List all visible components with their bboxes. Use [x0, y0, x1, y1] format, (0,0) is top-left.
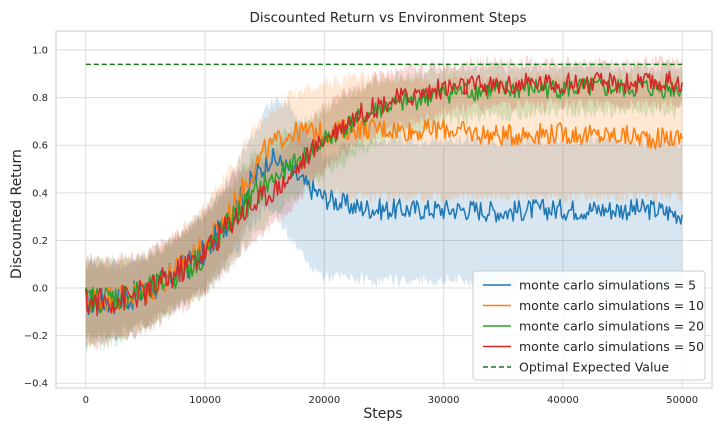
legend-label: monte carlo simulations = 50	[519, 339, 704, 354]
x-tick-label: 10000	[189, 395, 221, 406]
y-axis-ticks: −0.4 −0.2 0.0 0.2 0.4 0.6 0.8 1.0	[24, 46, 48, 390]
legend-box	[472, 270, 706, 381]
legend-label: monte carlo simulations = 10	[519, 298, 704, 313]
x-axis-label: Steps	[363, 406, 402, 422]
y-tick-label: 1.0	[32, 46, 48, 57]
legend-label: Optimal Expected Value	[519, 360, 669, 375]
x-tick-label: 50000	[666, 395, 698, 406]
grid	[56, 31, 712, 388]
legend: monte carlo simulations = 5 monte carlo s…	[472, 270, 706, 381]
chart-title: Discounted Return vs Environment Steps	[249, 10, 526, 26]
x-axis-ticks: 0 10000 20000 30000 40000 50000	[83, 395, 698, 406]
x-tick-label: 40000	[547, 395, 579, 406]
legend-label: monte carlo simulations = 20	[519, 319, 704, 334]
y-tick-label: −0.2	[24, 331, 48, 342]
x-tick-label: 0	[83, 395, 89, 406]
series-line	[85, 70, 683, 317]
y-tick-label: 0.4	[32, 188, 48, 199]
y-tick-label: −0.4	[24, 379, 48, 390]
legend-label: monte carlo simulations = 5	[519, 278, 696, 293]
y-tick-label: 0.2	[32, 236, 48, 247]
x-tick-label: 20000	[308, 395, 340, 406]
y-tick-label: 0.6	[32, 141, 48, 152]
y-tick-label: 0.8	[32, 93, 48, 104]
series-lines	[85, 70, 683, 317]
y-tick-label: 0.0	[32, 284, 48, 295]
y-axis-label: Discounted Return	[9, 149, 25, 279]
x-tick-label: 30000	[428, 395, 460, 406]
